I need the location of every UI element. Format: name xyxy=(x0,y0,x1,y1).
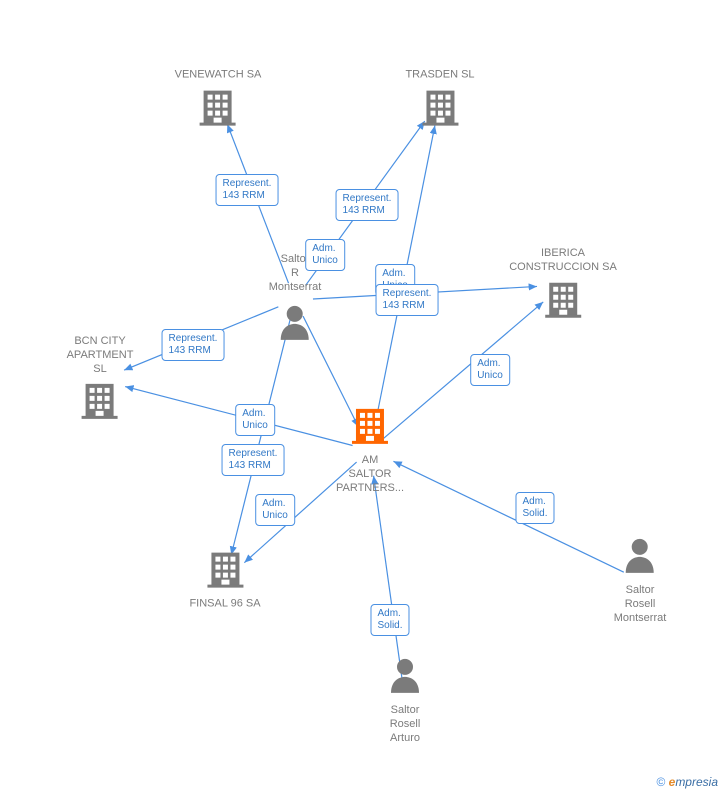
edge-label[interactable]: Represent. 143 RRM xyxy=(216,174,279,206)
person-icon xyxy=(269,302,322,347)
building-icon xyxy=(67,380,134,425)
node-label: Saltor Rosell Arturo xyxy=(385,704,425,745)
node-bcn_city[interactable]: BCN CITY APARTMENT SL xyxy=(67,335,134,425)
node-saltor_rosell_montserrat[interactable]: Saltor Rosell Montserrat xyxy=(614,535,667,625)
node-label: BCN CITY APARTMENT SL xyxy=(67,335,134,376)
building-icon xyxy=(336,405,404,450)
edge-label[interactable]: Adm. Unico xyxy=(305,239,345,271)
edge-saltor_rosell_arturo-am_saltor xyxy=(374,476,403,682)
edge-label[interactable]: Adm. Solid. xyxy=(515,492,554,524)
edge-label[interactable]: Adm. Unico xyxy=(235,404,275,436)
edge-label[interactable]: Adm. Unico xyxy=(470,354,510,386)
edge-label[interactable]: Represent. 143 RRM xyxy=(222,444,285,476)
node-finsal[interactable]: FINSAL 96 SA xyxy=(189,549,260,612)
node-label: Saltor Rosell Montserrat xyxy=(614,584,667,625)
node-label: VENEWATCH SA xyxy=(175,69,262,83)
node-venewatch[interactable]: VENEWATCH SA xyxy=(175,69,262,132)
edge-label[interactable]: Represent. 143 RRM xyxy=(376,284,439,316)
building-icon xyxy=(509,278,617,323)
edge-label[interactable]: Represent. 143 RRM xyxy=(336,189,399,221)
node-label: IBERICA CONSTRUCCION SA xyxy=(509,247,617,275)
copyright-symbol: © xyxy=(656,775,665,789)
edge-label[interactable]: Adm. Unico xyxy=(255,494,295,526)
node-am_saltor[interactable]: AM SALTOR PARTNERS... xyxy=(336,405,404,495)
edge-label[interactable]: Represent. 143 RRM xyxy=(162,329,225,361)
building-icon xyxy=(175,86,262,131)
node-saltor_rosell_arturo[interactable]: Saltor Rosell Arturo xyxy=(385,655,425,745)
node-label: TRASDEN SL xyxy=(405,69,474,83)
node-label: AM SALTOR PARTNERS... xyxy=(336,454,404,495)
edge-label[interactable]: Adm. Solid. xyxy=(370,604,409,636)
network-diagram: { "diagram": { "type": "network", "width… xyxy=(0,0,728,795)
node-label: FINSAL 96 SA xyxy=(189,598,260,612)
brand-logo-rest: mpresia xyxy=(675,775,718,789)
person-icon xyxy=(385,655,425,700)
edge-saltor_rosell_montserrat-am_saltor xyxy=(393,461,623,572)
node-iberica[interactable]: IBERICA CONSTRUCCION SA xyxy=(509,247,617,324)
person-icon xyxy=(614,535,667,580)
building-icon xyxy=(189,549,260,594)
building-icon xyxy=(405,86,474,131)
copyright: © empresia xyxy=(656,775,718,789)
node-trasden[interactable]: TRASDEN SL xyxy=(405,69,474,132)
